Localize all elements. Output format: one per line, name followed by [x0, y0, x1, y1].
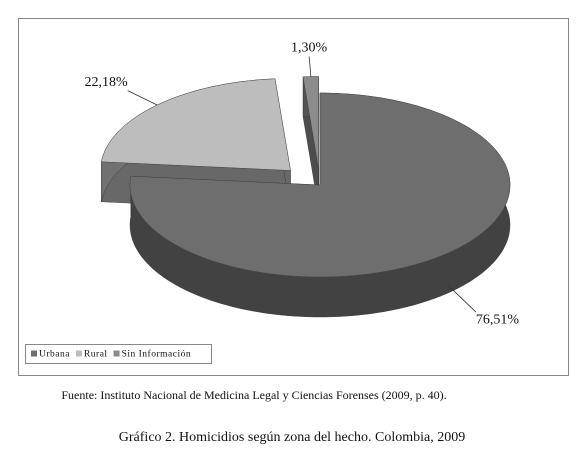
legend-swatch — [75, 350, 82, 357]
leader-line — [447, 284, 477, 313]
legend-label: Rural — [84, 350, 108, 360]
leader-line — [308, 56, 312, 77]
data-label: 76,51% — [476, 312, 519, 327]
source-note: Fuente: Instituto Nacional de Medicina L… — [61, 388, 446, 402]
pie-slice — [302, 76, 319, 169]
legend-swatch — [31, 350, 37, 357]
pie-slice — [129, 92, 511, 278]
pie-slice — [101, 78, 291, 171]
data-label: 1,30% — [291, 41, 328, 56]
leader-line — [127, 90, 158, 106]
legend-label: Urbana — [39, 350, 70, 360]
legend-swatch — [113, 350, 120, 357]
legend-label: Sin Información — [122, 349, 192, 360]
chart-title: Gráfico 2. Homicidios según zona del hec… — [119, 430, 465, 445]
data-label: 22,18% — [85, 75, 129, 90]
